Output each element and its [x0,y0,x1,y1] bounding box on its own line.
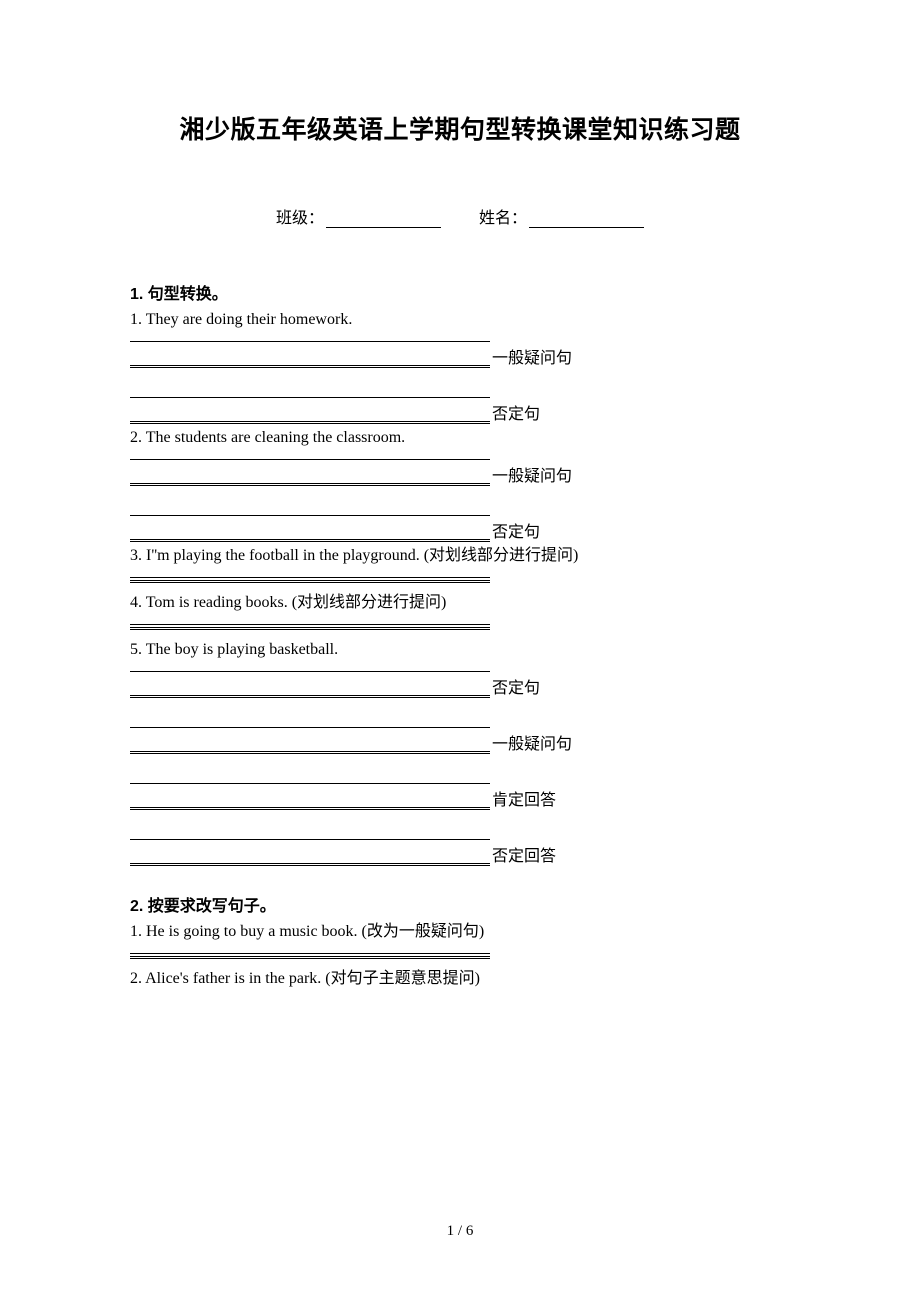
answer-type-label: 否定句 [492,400,540,424]
answer-type-label: 一般疑问句 [492,730,572,754]
answer-line[interactable] [130,539,490,542]
answer-line[interactable] [130,483,490,486]
answer-type-label: 一般疑问句 [492,344,572,368]
answer-line[interactable] [130,863,490,866]
answer-type-label: 否定回答 [492,842,556,866]
answer-line-labeled: 肯定回答 [130,786,790,810]
question-1-3: 3. I''m playing the football in the play… [130,544,790,568]
name-blank[interactable] [529,210,644,228]
answer-line[interactable] [130,776,490,784]
question-1-4: 4. Tom is reading books. (对划线部分进行提问) [130,591,790,615]
form-row: 班级： 姓名： [130,204,790,228]
answer-type-label: 否定句 [492,674,540,698]
page-number: 1 / 6 [0,1223,920,1240]
answer-type-label: 否定句 [492,518,540,542]
section-2-heading: 2. 按要求改写句子。 [130,892,790,916]
answer-line[interactable] [130,452,490,460]
answer-line-labeled: 一般疑问句 [130,730,790,754]
answer-line-labeled: 一般疑问句 [130,344,790,368]
answer-line[interactable] [130,832,490,840]
answer-line[interactable] [130,334,490,342]
question-1-5: 5. The boy is playing basketball. [130,638,790,662]
answer-type-label: 肯定回答 [492,786,556,810]
answer-line[interactable] [130,570,490,578]
answer-line[interactable] [130,751,490,754]
class-blank[interactable] [326,210,441,228]
question-2-2: 2. Alice's father is in the park. (对句子主题… [130,967,790,991]
answer-line-labeled: 否定句 [130,400,790,424]
answer-line[interactable] [130,365,490,368]
answer-line[interactable] [130,695,490,698]
answer-line-labeled: 否定句 [130,518,790,542]
question-2-1: 1. He is going to buy a music book. (改为一… [130,920,790,944]
question-1-2: 2. The students are cleaning the classro… [130,426,790,450]
section-1-heading: 1. 句型转换。 [130,280,790,304]
question-1-1: 1. They are doing their homework. [130,308,790,332]
answer-line[interactable] [130,421,490,424]
answer-line[interactable] [130,720,490,728]
answer-line-labeled: 否定回答 [130,842,790,866]
answer-line-labeled: 否定句 [130,674,790,698]
answer-line-labeled: 一般疑问句 [130,462,790,486]
answer-line[interactable] [130,664,490,672]
answer-line[interactable] [130,390,490,398]
answer-type-label: 一般疑问句 [492,462,572,486]
answer-line[interactable] [130,617,490,625]
answer-line[interactable] [130,946,490,954]
name-label: 姓名： [479,210,527,227]
document-title: 湘少版五年级英语上学期句型转换课堂知识练习题 [130,110,790,146]
class-label: 班级： [276,210,324,227]
answer-line[interactable] [130,807,490,810]
answer-line[interactable] [130,508,490,516]
